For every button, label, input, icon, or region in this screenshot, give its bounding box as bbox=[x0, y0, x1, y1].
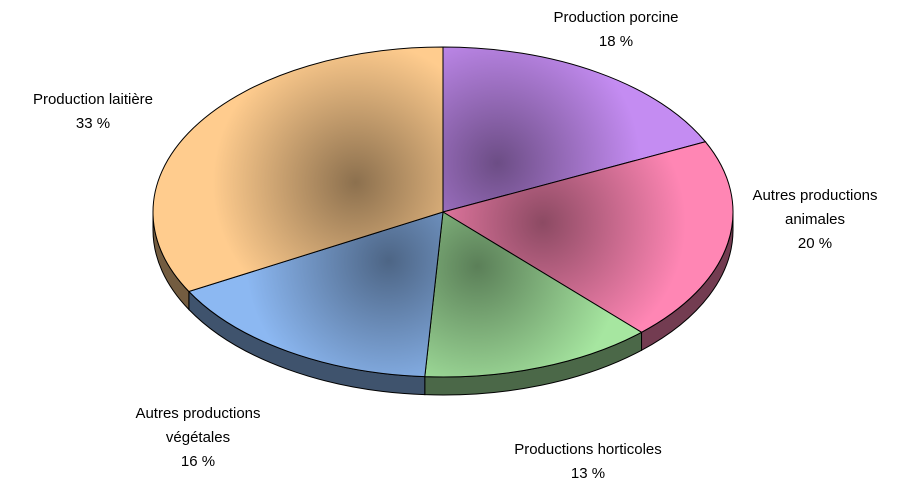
category-label: Autres productions végétales bbox=[135, 405, 261, 446]
slice bbox=[187, 211, 444, 378]
slice-label: Production porcine 18 % bbox=[516, 6, 716, 54]
slice-label: Production laitière 33 % bbox=[0, 88, 193, 136]
category-label: Production laitière bbox=[32, 91, 154, 108]
slice bbox=[424, 211, 643, 378]
category-label: Autres productions animales bbox=[752, 187, 878, 228]
value-label: 16 % bbox=[180, 453, 216, 470]
category-label: Productions horticoles bbox=[514, 441, 662, 458]
slice-label: Autres productions animales 20 % bbox=[730, 184, 900, 256]
slice bbox=[441, 141, 734, 333]
value-label: 20 % bbox=[797, 235, 833, 252]
slice-label: Autres productions végétales 16 % bbox=[103, 402, 293, 474]
slice bbox=[442, 46, 707, 213]
category-label: Production porcine bbox=[553, 9, 679, 26]
slice bbox=[152, 46, 444, 293]
value-label: 33 % bbox=[75, 115, 111, 132]
slice-label: Productions horticoles 13 % bbox=[478, 438, 698, 483]
value-label: 18 % bbox=[598, 33, 634, 50]
value-label: 13 % bbox=[570, 465, 606, 482]
